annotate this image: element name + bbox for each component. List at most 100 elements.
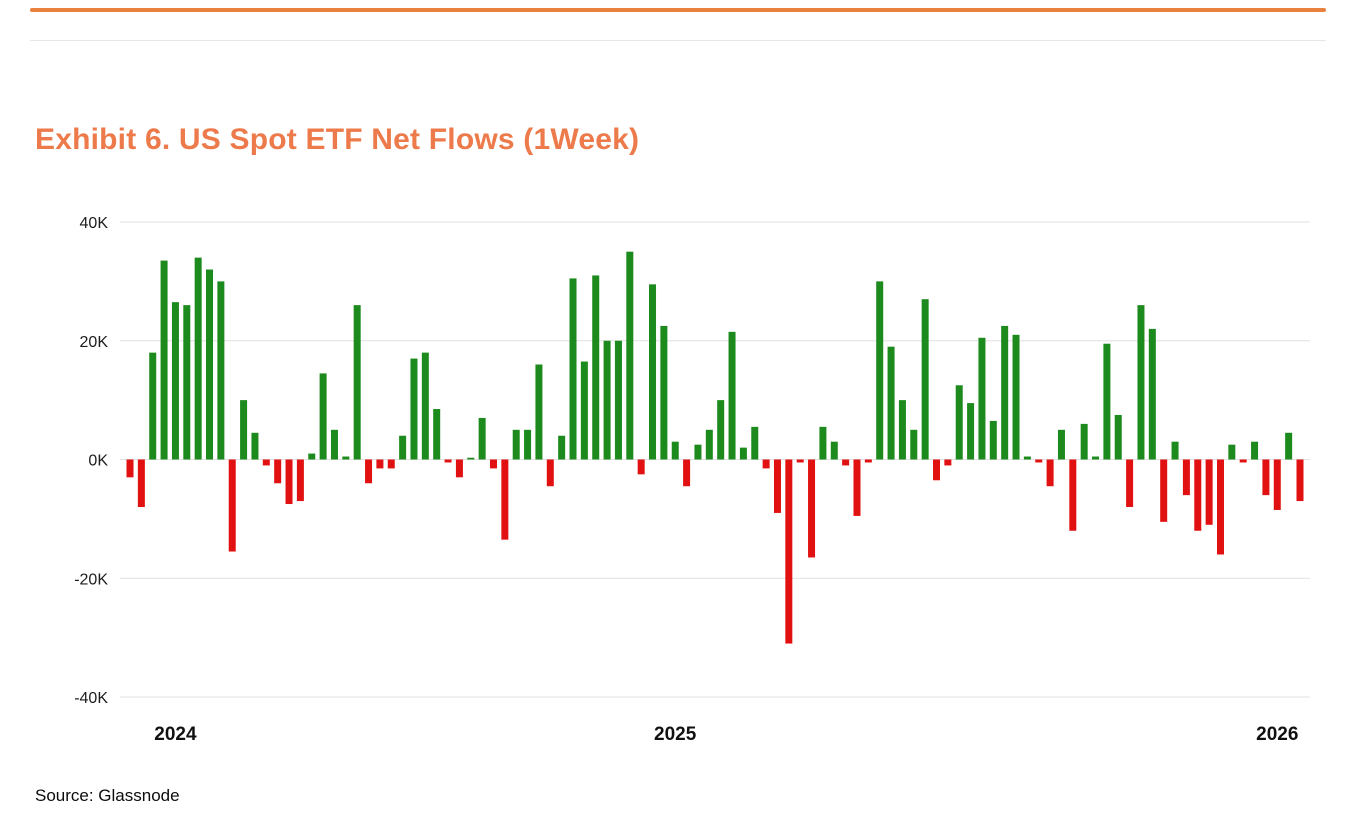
bar-negative — [1035, 459, 1043, 463]
x-axis-tick-label: 2024 — [154, 724, 197, 745]
bar-positive — [1228, 444, 1236, 460]
bar-negative — [137, 459, 145, 507]
bar-negative — [1160, 459, 1168, 522]
x-axis-tick-label: 2026 — [1256, 724, 1298, 745]
bar-positive — [978, 337, 986, 460]
bar-positive — [433, 409, 441, 460]
bar-negative — [546, 459, 554, 487]
bar-negative — [1216, 459, 1224, 555]
bar-negative — [773, 459, 781, 513]
bar-positive — [1103, 343, 1111, 460]
bar-positive — [558, 435, 566, 460]
y-axis-tick-label: 20K — [80, 334, 109, 351]
bar-positive — [739, 447, 747, 460]
bar-positive — [1080, 423, 1088, 460]
bar-negative — [853, 459, 861, 516]
bar-positive — [171, 302, 179, 460]
bar-positive — [660, 325, 668, 460]
bar-positive — [671, 441, 679, 460]
bar-positive — [887, 346, 895, 460]
bar-positive — [399, 435, 407, 460]
header-divider — [30, 40, 1326, 41]
bar-negative — [444, 459, 452, 463]
bar-positive — [1114, 414, 1122, 460]
page-title: Exhibit 6. US Spot ETF Net Flows (1Week) — [35, 123, 640, 157]
bar-positive — [194, 257, 202, 460]
bar-positive — [830, 441, 838, 460]
bar-negative — [683, 459, 691, 487]
bar-negative — [1205, 459, 1213, 525]
bar-positive — [910, 429, 918, 460]
bar-negative — [365, 459, 373, 484]
y-axis-tick-label: -20K — [74, 571, 108, 588]
flows-chart: 40K 20K 0K -20K -40K 2024 2025 2026 — [74, 215, 1310, 745]
top-accent-rule — [30, 8, 1326, 12]
bar-negative — [376, 459, 384, 469]
bar-negative — [126, 459, 134, 478]
bar-negative — [296, 459, 304, 502]
bar-negative — [864, 459, 872, 463]
bar-positive — [717, 400, 725, 460]
bar-positive — [728, 331, 736, 460]
bar-positive — [478, 417, 486, 460]
bar-positive — [1023, 456, 1031, 460]
bar-negative — [933, 459, 940, 481]
bar-positive — [876, 281, 884, 460]
bar-positive — [149, 352, 157, 460]
bar-positive — [183, 305, 191, 460]
bar-positive — [580, 361, 588, 460]
bar-positive — [160, 260, 168, 460]
bar-positive — [217, 281, 225, 460]
bar-positive — [319, 373, 327, 460]
bar-negative — [1046, 459, 1054, 487]
bar-positive — [694, 444, 702, 460]
bar-positive — [1001, 325, 1009, 460]
bar-positive — [240, 400, 248, 460]
bar-negative — [1239, 459, 1247, 463]
bar-positive — [524, 429, 532, 460]
bar-positive — [1012, 334, 1020, 460]
bar-negative — [1182, 459, 1190, 496]
bar-positive — [1137, 305, 1145, 460]
bar-positive — [967, 403, 975, 460]
bar-positive — [1092, 456, 1100, 460]
y-axis-tick-label: -40K — [74, 690, 108, 707]
bar-negative — [455, 459, 463, 478]
bar-positive — [512, 429, 520, 460]
bar-negative — [387, 459, 395, 469]
bar-negative — [808, 459, 816, 558]
bar-positive — [626, 251, 634, 460]
bar-negative — [285, 459, 293, 505]
bar-positive — [251, 432, 259, 460]
bar-positive — [1171, 441, 1179, 460]
bar-negative — [842, 459, 850, 466]
bar-positive — [921, 299, 929, 460]
bar-positive — [342, 456, 350, 460]
bar-positive — [989, 420, 997, 460]
bar-negative — [501, 459, 509, 540]
bar-negative — [274, 459, 282, 484]
bar-positive — [353, 305, 361, 460]
bar-negative — [637, 459, 645, 475]
bar-positive — [649, 284, 657, 460]
bar-negative — [796, 459, 804, 463]
bar-positive — [819, 426, 827, 460]
bar-negative — [944, 459, 952, 466]
bar-negative — [228, 459, 236, 552]
bar-negative — [1273, 459, 1281, 510]
bar-positive — [614, 340, 622, 460]
bar-negative — [1296, 459, 1304, 502]
source-text: Source: Glassnode — [35, 786, 180, 805]
bar-positive — [308, 453, 316, 460]
bar-negative — [1262, 459, 1270, 496]
bar-negative — [785, 459, 793, 644]
bar-negative — [762, 459, 770, 469]
bar-positive — [535, 364, 543, 460]
bar-positive — [1251, 441, 1259, 460]
x-axis-tick-label: 2025 — [654, 724, 697, 745]
bar-negative — [262, 459, 270, 466]
bar-negative — [1194, 459, 1202, 531]
bar-positive — [410, 358, 418, 460]
bar-positive — [569, 278, 577, 460]
